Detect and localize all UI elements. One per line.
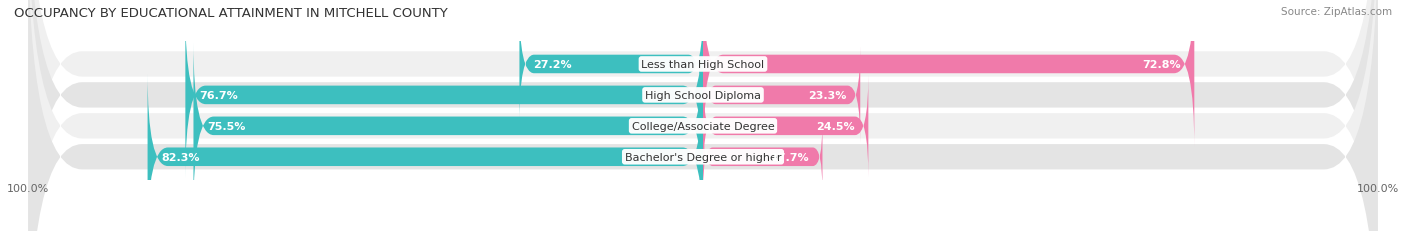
FancyBboxPatch shape bbox=[194, 43, 703, 210]
FancyBboxPatch shape bbox=[703, 123, 823, 191]
FancyBboxPatch shape bbox=[148, 74, 703, 231]
FancyBboxPatch shape bbox=[28, 0, 1378, 231]
FancyBboxPatch shape bbox=[28, 0, 1378, 231]
Text: College/Associate Degree: College/Associate Degree bbox=[631, 121, 775, 131]
FancyBboxPatch shape bbox=[186, 12, 703, 179]
Text: 82.3%: 82.3% bbox=[162, 152, 200, 162]
FancyBboxPatch shape bbox=[703, 75, 869, 177]
Text: 27.2%: 27.2% bbox=[533, 60, 572, 70]
Text: 76.7%: 76.7% bbox=[198, 91, 238, 100]
Text: 24.5%: 24.5% bbox=[817, 121, 855, 131]
Text: Source: ZipAtlas.com: Source: ZipAtlas.com bbox=[1281, 7, 1392, 17]
Text: Less than High School: Less than High School bbox=[641, 60, 765, 70]
FancyBboxPatch shape bbox=[703, 47, 860, 144]
Text: OCCUPANCY BY EDUCATIONAL ATTAINMENT IN MITCHELL COUNTY: OCCUPANCY BY EDUCATIONAL ATTAINMENT IN M… bbox=[14, 7, 447, 20]
Text: 17.7%: 17.7% bbox=[770, 152, 808, 162]
Text: 72.8%: 72.8% bbox=[1142, 60, 1181, 70]
Text: High School Diploma: High School Diploma bbox=[645, 91, 761, 100]
FancyBboxPatch shape bbox=[28, 0, 1378, 231]
FancyBboxPatch shape bbox=[703, 0, 1194, 148]
Text: Bachelor's Degree or higher: Bachelor's Degree or higher bbox=[624, 152, 782, 162]
FancyBboxPatch shape bbox=[519, 7, 703, 122]
Text: 75.5%: 75.5% bbox=[207, 121, 245, 131]
FancyBboxPatch shape bbox=[28, 0, 1378, 231]
Text: 23.3%: 23.3% bbox=[808, 91, 846, 100]
